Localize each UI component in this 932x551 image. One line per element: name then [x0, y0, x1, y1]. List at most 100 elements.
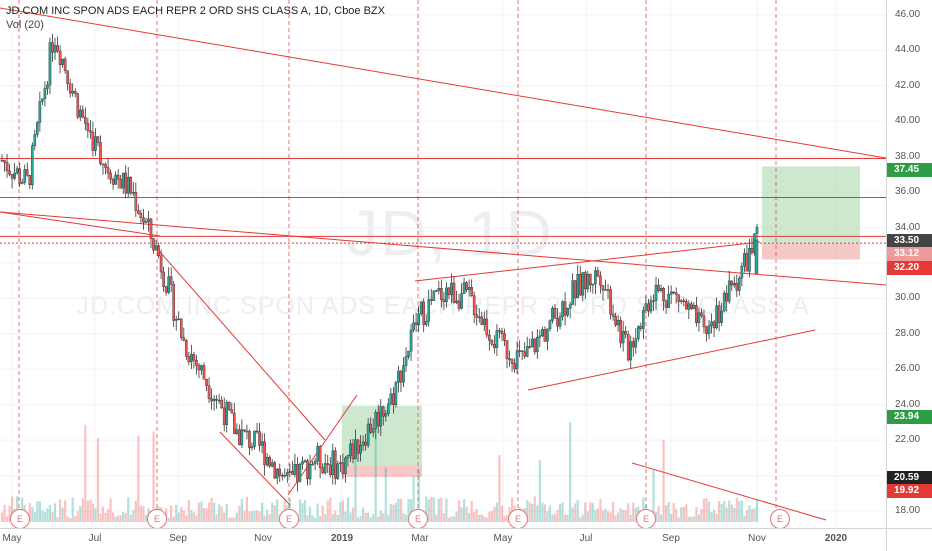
volume-bar [238, 505, 241, 522]
candle-body [369, 423, 372, 433]
candle-body [51, 42, 54, 53]
volume-bar [207, 502, 211, 522]
earnings-marker[interactable]: E [10, 509, 30, 528]
earnings-marker[interactable]: E [636, 509, 656, 528]
candle-body [187, 356, 191, 363]
volume-bar [566, 514, 569, 522]
volume-bar [324, 513, 327, 522]
price-tag: 20.59 [887, 471, 932, 485]
volume-bar [213, 502, 216, 522]
earnings-marker[interactable]: E [770, 509, 790, 528]
candle-body [268, 456, 271, 467]
volume-bar [250, 511, 254, 522]
earnings-marker[interactable]: E [147, 509, 167, 528]
candle-body [212, 398, 216, 402]
volume-bar [599, 499, 602, 522]
symbol-title[interactable]: JD.COM INC SPON ADS EACH REPR 2 ORD SHS … [6, 5, 385, 17]
candle-body [359, 445, 362, 454]
candle-body [328, 464, 332, 475]
volume-bar [382, 513, 385, 522]
volume-bar [483, 516, 486, 522]
volume-bar [354, 459, 357, 522]
candle-body [684, 301, 688, 310]
price-chart[interactable] [0, 0, 886, 528]
candle-body [488, 334, 491, 341]
time-tick-label: Sep [169, 533, 187, 544]
trend-line [219, 431, 291, 506]
candle-body [720, 310, 723, 323]
profit-zone [762, 166, 860, 244]
candle-body [417, 313, 420, 325]
candle-body [132, 192, 135, 194]
candle-body [71, 90, 75, 94]
volume-bar [538, 460, 541, 522]
candle-body [207, 385, 211, 399]
earnings-marker[interactable]: E [508, 509, 528, 528]
candle-body [8, 170, 11, 175]
volume-bar [432, 497, 435, 522]
volume-bar [89, 499, 92, 522]
volume-bar [664, 505, 668, 522]
candle-body [745, 253, 749, 272]
candle-body [58, 50, 62, 65]
volume-bar [0, 512, 4, 522]
candle-body [119, 178, 122, 189]
price-axis[interactable]: 46.0044.0042.0040.0038.0036.0034.0032.00… [886, 0, 932, 528]
volume-bar [584, 502, 587, 522]
volume-bar [745, 509, 748, 522]
volume-bar [702, 498, 706, 522]
candle-body [381, 406, 385, 417]
volume-bar [255, 510, 259, 522]
candle-body [159, 255, 163, 273]
candle-body [457, 300, 461, 309]
volume-bar [298, 499, 302, 522]
candle-body [63, 58, 67, 71]
candle-body [129, 176, 133, 194]
volume-bar [8, 505, 11, 522]
candle-body [578, 274, 582, 296]
volume-bar [460, 507, 463, 522]
price-tag: 33.50 [887, 234, 932, 248]
candle-body [705, 326, 708, 334]
candle-body [301, 461, 304, 465]
volume-bar [84, 424, 87, 522]
candle-body [311, 463, 314, 466]
volume-bar [462, 499, 466, 522]
volume-bar [435, 514, 438, 522]
volume-bar [220, 506, 223, 522]
volume-bar [677, 517, 680, 522]
volume-bar [604, 508, 607, 522]
candle-body [185, 340, 188, 357]
price-tick-label: 28.00 [895, 327, 921, 339]
volume-bar [551, 514, 554, 522]
volume-bar [720, 503, 723, 522]
candle-body [334, 450, 337, 479]
candle-body [447, 287, 451, 296]
candle-body [298, 463, 302, 482]
volume-bar [707, 501, 711, 522]
volume-bar [591, 502, 594, 522]
candle-body [647, 303, 650, 312]
candle-body [523, 351, 526, 357]
volume-bar [389, 503, 392, 522]
volume-bar [86, 500, 89, 522]
candle-body [177, 318, 181, 321]
candle-body [591, 283, 595, 286]
volume-bar [740, 500, 743, 522]
volume-bar [659, 514, 663, 522]
volume-bar [122, 511, 125, 522]
candle-body [667, 294, 670, 308]
candle-body [66, 70, 69, 85]
candle-body [172, 284, 176, 321]
chart-area[interactable]: JD, 1D JD.COM INC SPON ADS EACH REPR 2 O… [0, 0, 886, 528]
volume-bar [430, 497, 433, 522]
earnings-marker[interactable]: E [408, 509, 428, 528]
volume-indicator-label[interactable]: Vol (20) [6, 19, 44, 31]
time-axis[interactable]: May Jul Sep Nov 2019 Mar May Jul Sep Nov 2020 [0, 528, 886, 551]
earnings-marker[interactable]: E [279, 509, 299, 528]
candle-body [394, 382, 398, 406]
candle-body [490, 340, 494, 345]
volume-bar [485, 517, 488, 522]
candle-body [121, 172, 125, 189]
candle-body [215, 398, 218, 401]
